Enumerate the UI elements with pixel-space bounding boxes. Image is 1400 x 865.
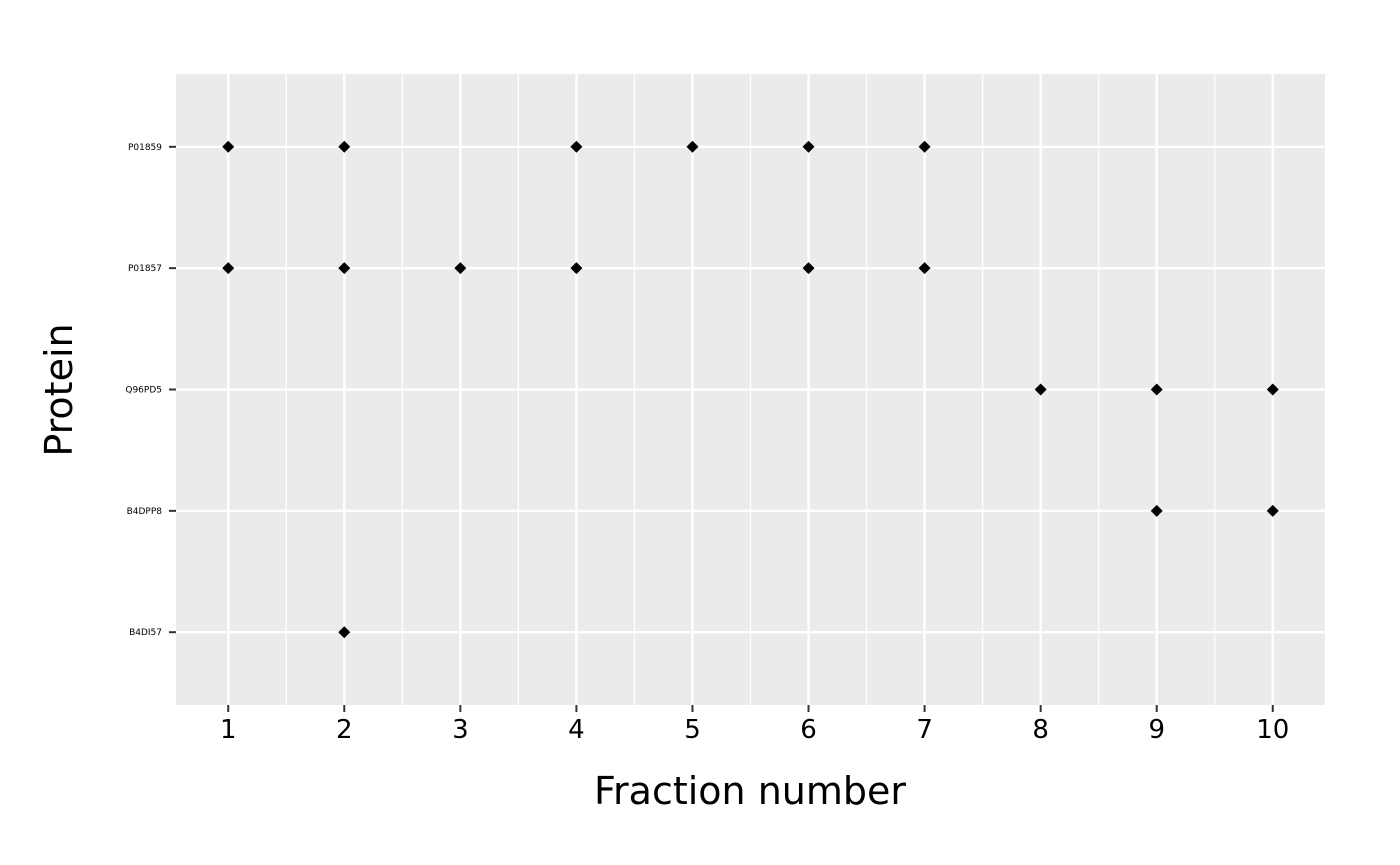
data-point <box>570 262 583 275</box>
data-point <box>338 626 351 639</box>
data-point <box>338 262 351 275</box>
x-tick-label: 9 <box>1148 715 1165 745</box>
x-axis-title: Fraction number <box>594 769 906 813</box>
x-tick-label: 6 <box>800 715 817 745</box>
x-tick-label: 4 <box>568 715 585 745</box>
y-axis: B4DI57 B4DPP8 Q96PD5 P01857 P01859 <box>125 143 176 638</box>
y-tick-label: B4DI57 <box>129 628 162 638</box>
data-point <box>222 262 235 275</box>
data-point <box>802 262 815 275</box>
data-point <box>454 262 467 275</box>
data-point <box>338 140 351 153</box>
data-point <box>570 140 583 153</box>
y-tick-label: P01859 <box>128 143 162 153</box>
x-tick-label: 8 <box>1032 715 1049 745</box>
data-point <box>1150 504 1163 517</box>
x-tick-label: 10 <box>1256 715 1289 745</box>
data-point <box>1266 504 1279 517</box>
data-point <box>686 140 699 153</box>
x-tick-label: 2 <box>336 715 353 745</box>
y-tick-label: Q96PD5 <box>125 386 162 396</box>
x-tick-label: 5 <box>684 715 701 745</box>
data-point <box>918 262 931 275</box>
y-tick-label: P01857 <box>128 264 162 274</box>
y-tick-label: B4DPP8 <box>127 507 163 517</box>
y-axis-title: Protein <box>37 323 81 456</box>
x-tick-label: 1 <box>220 715 237 745</box>
data-point <box>918 140 931 153</box>
data-point <box>1034 383 1047 396</box>
major-gridlines-y <box>176 145 1325 634</box>
data-point <box>222 140 235 153</box>
data-point <box>1266 383 1279 396</box>
data-point <box>802 140 815 153</box>
data-points <box>222 140 1279 639</box>
x-axis: 1 2 3 4 5 6 7 8 9 10 <box>220 705 1289 745</box>
x-tick-label: 3 <box>452 715 469 745</box>
x-tick-label: 7 <box>916 715 933 745</box>
data-point <box>1150 383 1163 396</box>
